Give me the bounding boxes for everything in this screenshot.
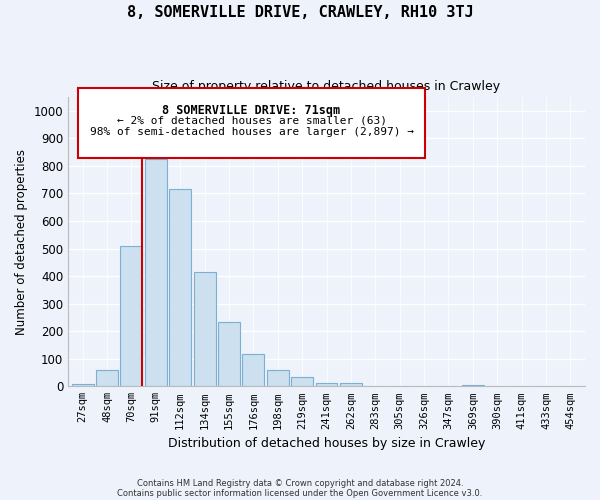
Bar [462,385,484,386]
Text: Contains HM Land Registry data © Crown copyright and database right 2024.: Contains HM Land Registry data © Crown c… [137,478,463,488]
FancyBboxPatch shape [79,88,425,158]
Bar [145,159,167,386]
Bar [291,376,313,386]
Title: Size of property relative to detached houses in Crawley: Size of property relative to detached ho… [152,80,500,93]
Bar [194,272,215,386]
Bar [71,384,94,386]
Y-axis label: Number of detached properties: Number of detached properties [15,148,28,334]
Bar [316,383,337,386]
Text: 8 SOMERVILLE DRIVE: 71sqm: 8 SOMERVILLE DRIVE: 71sqm [163,104,341,117]
Bar [218,322,240,386]
Bar [242,354,265,386]
Text: 8, SOMERVILLE DRIVE, CRAWLEY, RH10 3TJ: 8, SOMERVILLE DRIVE, CRAWLEY, RH10 3TJ [127,5,473,20]
Bar [169,190,191,386]
Bar [96,370,118,386]
X-axis label: Distribution of detached houses by size in Crawley: Distribution of detached houses by size … [168,437,485,450]
Bar [340,383,362,386]
Text: 98% of semi-detached houses are larger (2,897) →: 98% of semi-detached houses are larger (… [89,128,413,138]
Text: ← 2% of detached houses are smaller (63): ← 2% of detached houses are smaller (63) [116,116,386,126]
Bar [267,370,289,386]
Text: Contains public sector information licensed under the Open Government Licence v3: Contains public sector information licen… [118,488,482,498]
Bar [121,246,142,386]
